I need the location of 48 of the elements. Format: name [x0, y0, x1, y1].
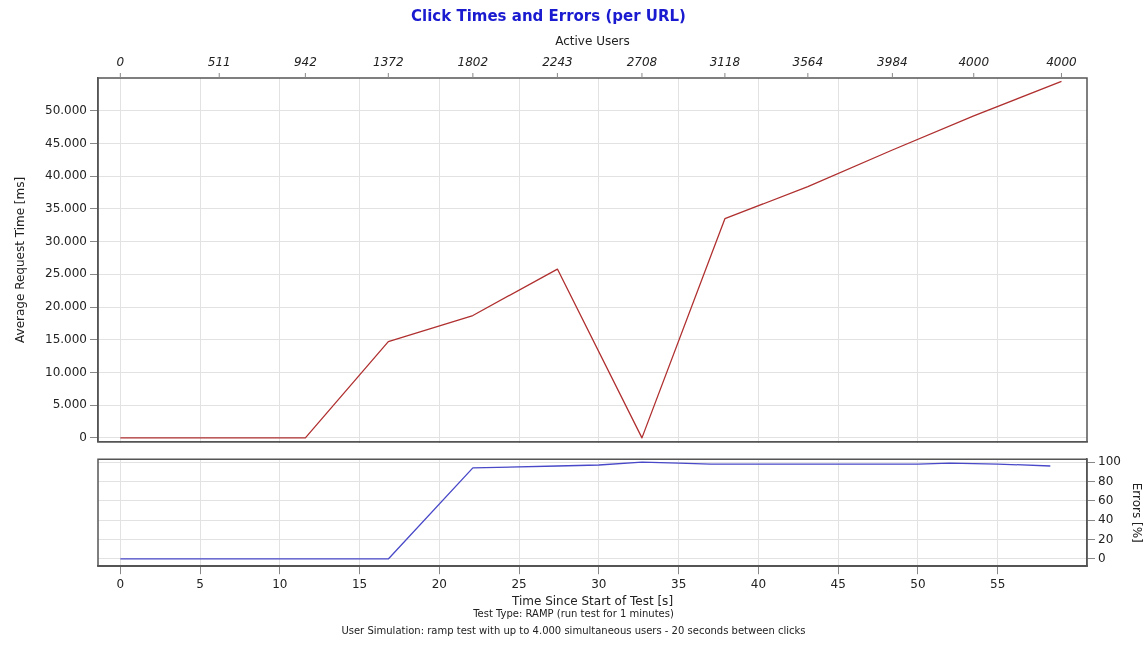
x-tick-label: 30	[591, 576, 607, 591]
text: 1372	[373, 55, 404, 70]
y-tick-label: 0	[79, 430, 87, 444]
y-tick-label: 30.000	[45, 233, 87, 248]
x-axis-title: Time Since Start of Test [s]	[510, 593, 674, 608]
y-tick-label: 15.000	[45, 331, 87, 346]
x-tick-label: 20	[431, 576, 448, 591]
chart-title: Click Times and Errors (per URL)	[411, 6, 686, 25]
x-tick-label: 40	[750, 576, 767, 591]
text: 4000	[1046, 55, 1078, 70]
text: 2708	[626, 55, 658, 70]
text: Test Type: RAMP (run test for 1 minutes)	[473, 608, 674, 619]
y2-tick-label: 40	[1098, 512, 1114, 527]
text: 0	[116, 55, 125, 70]
y2-axis-title: Errors [%]	[1129, 482, 1144, 543]
y-tick-label: 35.000	[45, 200, 87, 215]
x-tick-label: 45	[830, 576, 846, 591]
text: User Simulation: ramp test with up to 4.000 simultaneous users - 20 seconds between clicks	[340, 624, 807, 638]
y2-tick-label: 80	[1098, 473, 1114, 488]
x-tick-label: 15	[351, 576, 368, 591]
x-tick-label: 0	[116, 576, 125, 591]
y2-tick-label: 100	[1098, 454, 1121, 469]
y-tick-label: 20.000	[45, 299, 87, 314]
text: 3984	[877, 55, 908, 70]
y-tick-label: 10.000	[45, 364, 87, 379]
x-tick-label: 10	[272, 576, 288, 591]
text: 511	[207, 55, 231, 70]
x-tick-label: 25	[511, 576, 527, 591]
text: 1802	[457, 55, 489, 70]
text: 2243	[542, 55, 573, 70]
x-tick-label: 55	[990, 576, 1006, 591]
y-tick-label: 50.000	[45, 102, 87, 117]
x-tick-label: 5	[196, 576, 204, 591]
y2-tick-label: 0	[1098, 551, 1106, 566]
y-axis-title: Average Request Time [ms]	[13, 176, 28, 343]
text: 4000	[958, 55, 990, 70]
y-tick-label: 5.000	[52, 397, 87, 412]
x2-axis-title: Active Users	[555, 34, 630, 49]
y-tick-label: 40.000	[45, 168, 87, 183]
text: 3564	[792, 55, 824, 70]
x-tick-label: 35	[671, 576, 687, 591]
y-tick-label: 25.000	[45, 266, 87, 281]
text: 3118	[709, 55, 741, 70]
y2-tick-label: 60	[1098, 492, 1114, 507]
y-tick-label: 45.000	[45, 135, 87, 150]
text: 942	[293, 55, 317, 70]
y2-tick-label: 20	[1098, 531, 1114, 546]
x-tick-label: 50	[910, 576, 926, 591]
